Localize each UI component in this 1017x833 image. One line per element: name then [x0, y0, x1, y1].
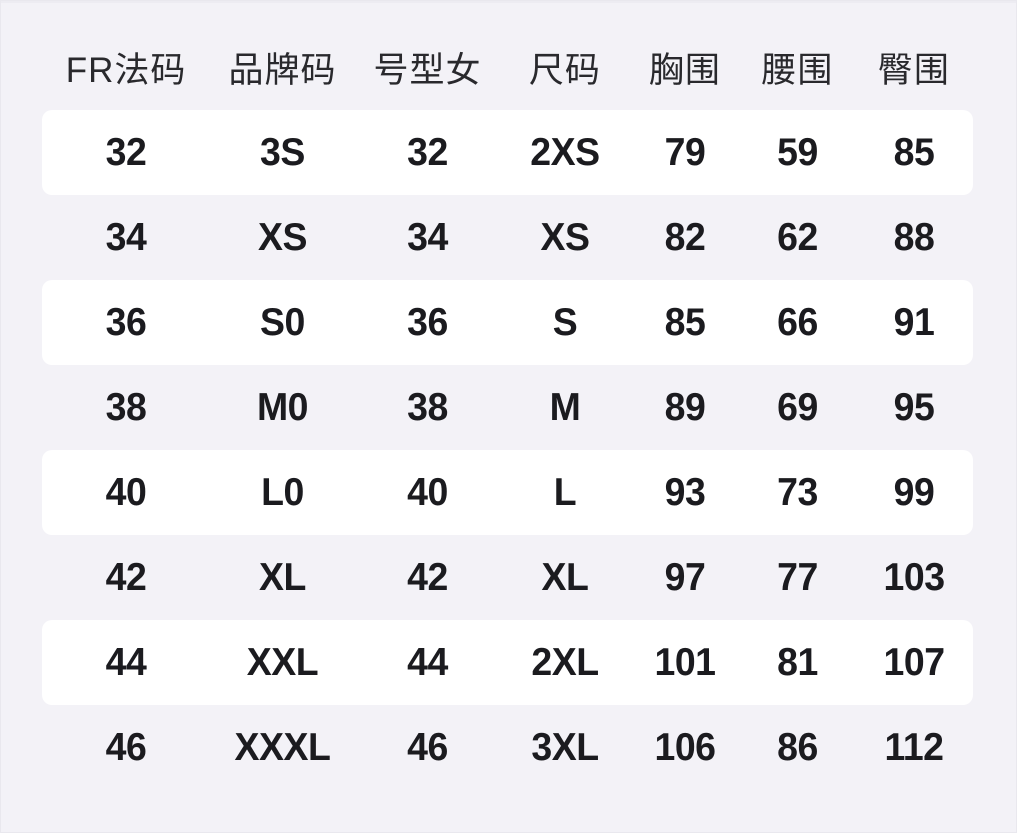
- table-cell: 91: [893, 300, 935, 344]
- table-row: 40 L0 40 L 93 73 99: [42, 450, 973, 535]
- table-cell: 44: [407, 640, 448, 684]
- table-cell: 85: [893, 130, 935, 174]
- table-cell: M: [549, 385, 581, 429]
- table-cell: 85: [664, 300, 706, 344]
- table-row: 38 M0 38 M 89 69 95: [42, 365, 973, 450]
- table-row: 44 XXL 44 2XL 101 81 107: [42, 620, 973, 705]
- table-cell: 103: [883, 555, 945, 599]
- table-cell: 112: [884, 725, 944, 769]
- table-cell: 93: [664, 470, 706, 514]
- table-cell: 101: [654, 640, 716, 684]
- column-header-fr-size: FR法码: [65, 51, 187, 90]
- table-body: 32 3S 32 2XS 79 59 85 34 XS 34 XS 82 62 88 36 S0 36 S 85 66…: [42, 110, 973, 790]
- table-cell: XL: [259, 555, 306, 599]
- table-cell: 34: [407, 215, 448, 259]
- table-cell: 2XS: [530, 130, 600, 174]
- table-cell: 34: [105, 215, 147, 259]
- table-cell: 62: [777, 215, 818, 259]
- table-cell: 59: [777, 130, 818, 174]
- table-cell: M0: [256, 385, 309, 429]
- table-cell: XS: [258, 215, 307, 259]
- column-header-size-type: 号型女: [373, 51, 482, 90]
- table-cell: 97: [664, 555, 706, 599]
- table-cell: 40: [407, 470, 448, 514]
- table-row: 42 XL 42 XL 97 77 103: [42, 535, 973, 620]
- table-row: 36 S0 36 S 85 66 91: [42, 280, 973, 365]
- table-cell: XXL: [246, 640, 319, 684]
- table-cell: 79: [664, 130, 706, 174]
- header-row: FR法码 品牌码 号型女 尺码 胸围 腰围 臀围: [42, 25, 973, 110]
- column-header-brand-code: 品牌码: [228, 51, 337, 90]
- table-cell: 106: [654, 725, 716, 769]
- table-cell: 107: [883, 640, 945, 684]
- table-row: 32 3S 32 2XS 79 59 85: [42, 110, 973, 195]
- table-cell: 46: [407, 725, 448, 769]
- table-cell: 2XL: [531, 640, 599, 684]
- table-cell: 77: [777, 555, 818, 599]
- table-row: 46 XXXL 46 3XL 106 86 112: [42, 705, 973, 790]
- table-cell: L0: [261, 470, 304, 514]
- table-cell: 40: [105, 470, 147, 514]
- table-cell: 89: [664, 385, 706, 429]
- size-chart-table: FR法码 品牌码 号型女 尺码 胸围 腰围 臀围 32 3S 32 2XS 79 59 85 34 XS 34…: [42, 25, 973, 790]
- table-cell: L: [553, 470, 577, 514]
- table-cell: 42: [407, 555, 448, 599]
- table-cell: 38: [105, 385, 147, 429]
- table-cell: 3S: [260, 130, 305, 174]
- table-cell: S: [552, 300, 578, 344]
- table-cell: 42: [105, 555, 147, 599]
- table-cell: 73: [777, 470, 818, 514]
- table-cell: 32: [407, 130, 448, 174]
- column-header-hip: 臀围: [877, 51, 950, 90]
- table-row: 34 XS 34 XS 82 62 88: [42, 195, 973, 280]
- table-cell: 32: [105, 130, 147, 174]
- table-cell: 82: [664, 215, 706, 259]
- table-cell: 81: [777, 640, 818, 684]
- table-cell: S0: [260, 300, 305, 344]
- column-header-bust: 胸围: [648, 51, 721, 90]
- column-header-size: 尺码: [528, 51, 601, 90]
- table-cell: 38: [407, 385, 448, 429]
- table-cell: 36: [407, 300, 448, 344]
- table-cell: 66: [777, 300, 818, 344]
- table-cell: XS: [540, 215, 590, 259]
- table-cell: 99: [893, 470, 935, 514]
- table-cell: 44: [105, 640, 147, 684]
- table-cell: 86: [777, 725, 818, 769]
- table-cell: 88: [893, 215, 935, 259]
- table-cell: 95: [893, 385, 935, 429]
- table-cell: 46: [105, 725, 147, 769]
- table-cell: XXXL: [234, 725, 331, 769]
- table-cell: 36: [105, 300, 147, 344]
- column-header-waist: 腰围: [761, 51, 834, 90]
- table-cell: 3XL: [531, 725, 599, 769]
- table-cell: XL: [541, 555, 589, 599]
- table-cell: 69: [777, 385, 818, 429]
